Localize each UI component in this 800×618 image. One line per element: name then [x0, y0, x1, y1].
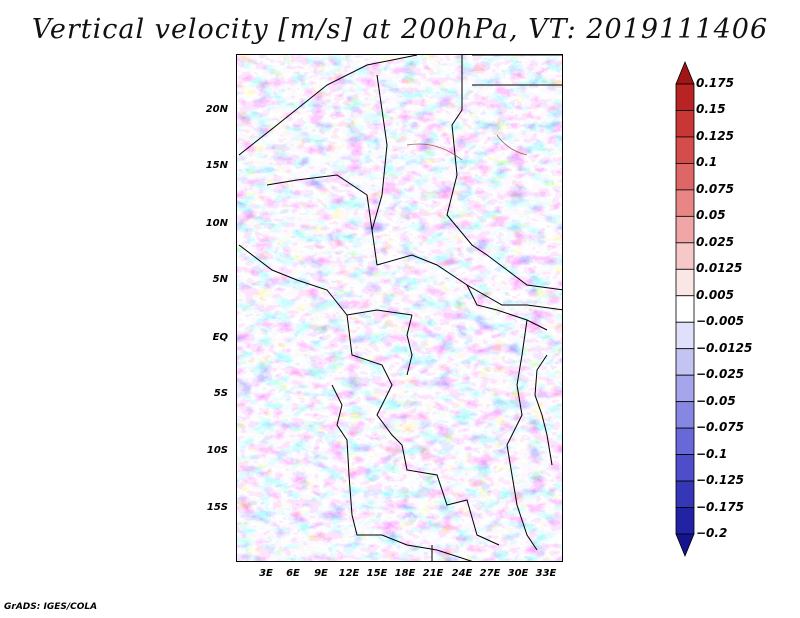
- latitude-label: 5N: [212, 274, 228, 285]
- colorbar-tick-label: 0.075: [696, 181, 734, 196]
- colorbar-tick-label: 0.05: [696, 208, 726, 223]
- longitude-label: 9E: [314, 568, 328, 579]
- colorbar-tick-label: −0.125: [696, 473, 745, 488]
- colorbar-max-arrow: [675, 60, 695, 85]
- colorbar-segment: [675, 83, 695, 111]
- colorbar-tick-label: −0.175: [696, 499, 745, 514]
- colorbar-segment: [675, 242, 695, 270]
- colorbar-tick-label: −0.0125: [696, 340, 753, 355]
- colorbar-min-arrow: [675, 533, 695, 558]
- latitude-label: 20N: [205, 104, 228, 115]
- colorbar-tick-label: 0.1: [696, 155, 718, 170]
- colorbar-segment: [675, 268, 695, 297]
- colorbar-tick-label: −0.075: [696, 420, 745, 435]
- longitude-label: 30E: [507, 568, 529, 579]
- longitude-label: 21E: [422, 568, 444, 579]
- colorbar-segment: [675, 480, 695, 508]
- country-borders: [238, 55, 562, 561]
- colorbar-tick-label: 0.125: [696, 128, 734, 143]
- longitude-label: 12E: [338, 568, 360, 579]
- longitude-label: 24E: [451, 568, 473, 579]
- colorbar-segment: [675, 163, 695, 191]
- colorbar-tick-label: 0.025: [696, 234, 734, 249]
- colorbar-segment: [675, 401, 695, 429]
- longitude-label: 6E: [286, 568, 300, 579]
- colorbar-tick-label: −0.05: [696, 393, 736, 408]
- colorbar-segment: [675, 321, 695, 350]
- colorbar: [675, 60, 695, 558]
- vertical-velocity-field: [237, 55, 562, 561]
- map-plot-area: [236, 54, 563, 562]
- latitude-label: 5S: [213, 388, 228, 399]
- latitude-label: 15N: [205, 160, 228, 171]
- colorbar-tick-label: −0.2: [696, 526, 728, 540]
- latitude-label: 10N: [205, 218, 228, 229]
- longitude-label: 27E: [479, 568, 501, 579]
- colorbar-segment: [675, 189, 695, 217]
- colorbar-segment: [675, 110, 695, 138]
- longitude-label: 15E: [366, 568, 388, 579]
- longitude-label: 3E: [259, 568, 273, 579]
- grads-credit: GrADS: IGES/COLA: [4, 602, 98, 612]
- colorbar-tick-label: −0.1: [696, 446, 728, 461]
- colorbar-segment: [675, 427, 695, 455]
- longitude-label: 33E: [535, 568, 557, 579]
- colorbar-tick-label: 0.175: [696, 76, 734, 90]
- field-shading: [237, 55, 562, 561]
- colorbar-tick-label: 0.15: [696, 102, 726, 117]
- colorbar-segment: [675, 295, 695, 323]
- colorbar-segment: [675, 374, 695, 403]
- colorbar-segment: [675, 348, 695, 376]
- latitude-label: 15S: [206, 502, 228, 513]
- longitude-label: 18E: [394, 568, 416, 579]
- colorbar-tick-label: 0.005: [696, 287, 734, 302]
- colorbar-segment: [675, 215, 695, 244]
- latitude-label: 10S: [206, 445, 228, 456]
- colorbar-tick-label: −0.005: [696, 314, 745, 329]
- map-title: Vertical velocity [m/s] at 200hPa, VT: 2…: [31, 14, 769, 45]
- colorbar-tick-label: −0.025: [696, 367, 745, 382]
- colorbar-segment: [675, 136, 695, 164]
- latitude-label: EQ: [212, 332, 228, 343]
- colorbar-tick-label: 0.0125: [696, 261, 743, 276]
- colorbar-segment: [675, 454, 695, 482]
- colorbar-segment: [675, 507, 695, 535]
